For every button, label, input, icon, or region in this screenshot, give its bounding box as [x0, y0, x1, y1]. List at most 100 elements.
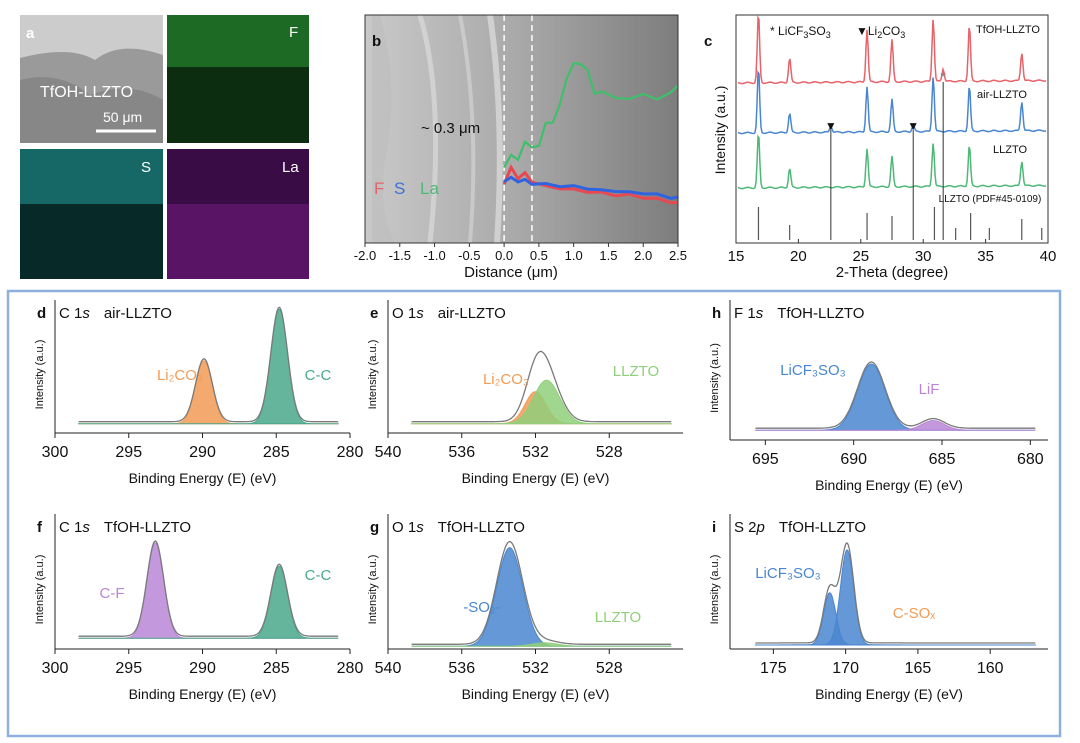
- tick-label: 536: [448, 660, 475, 677]
- tick-label: 532: [522, 660, 549, 677]
- component-label: C-C: [305, 367, 332, 384]
- envelope-line: [411, 540, 672, 645]
- panel-letter: g: [370, 519, 379, 536]
- tick-label: 20: [790, 248, 807, 265]
- panel-a-letter: a: [26, 25, 35, 42]
- tick-label: 540: [375, 444, 402, 461]
- sample-label: TfOH-LLZTO: [40, 84, 133, 101]
- tick-label: 25: [852, 248, 869, 265]
- legend-star-label: LiCF3SO3: [778, 24, 831, 40]
- tick-label: 1.0: [565, 248, 583, 263]
- tick-label: 1.5: [599, 248, 617, 263]
- component-label: LLZTO: [613, 363, 659, 380]
- tick-label: -0.5: [458, 248, 480, 263]
- envelope-line: [755, 361, 1036, 429]
- legend-star: * LiCF3SO3: [770, 24, 831, 40]
- y-axis-label: Intensity (a.u.): [367, 555, 379, 625]
- title-sample: TfOH-LLZTO: [438, 519, 525, 536]
- title-sample: air-LLZTO: [438, 305, 506, 322]
- panel-b-xlabel: Distance (μm): [464, 264, 558, 281]
- tick-label: 160: [977, 660, 1004, 677]
- xrd-pattern-air-llzto: [737, 70, 1047, 135]
- tick-label: 295: [115, 660, 142, 677]
- title-orbital: s: [416, 305, 424, 322]
- fit-component: [754, 549, 1036, 646]
- component-label: C-C: [305, 567, 332, 584]
- tick-label: 300: [42, 660, 69, 677]
- panel-c-letter: c: [704, 33, 712, 50]
- map-s-label: S: [141, 159, 151, 176]
- panel-c-xlabel: 2-Theta (degree): [836, 264, 949, 281]
- title-sample: TfOH-LLZTO: [779, 519, 866, 536]
- panel-letter: e: [370, 305, 378, 322]
- tick-label: 15: [728, 248, 745, 265]
- fit-component: [755, 420, 1036, 431]
- tick-label: 35: [977, 248, 994, 265]
- pattern-label: LLZTO: [993, 144, 1027, 156]
- pattern-label: TfOH-LLZTO: [976, 24, 1040, 36]
- sem-surface: [20, 15, 163, 60]
- panel-title: S 2p TfOH-LLZTO: [734, 519, 866, 536]
- panel-b-letter: b: [372, 33, 381, 50]
- title-orbital: s: [416, 519, 424, 536]
- legend-triangle: ▼Li2CO3: [856, 24, 905, 40]
- tick-label: 2.5: [669, 248, 687, 263]
- envelope-line: [78, 306, 339, 423]
- fit-component: [78, 565, 339, 639]
- pattern-label: air-LLZTO: [977, 89, 1027, 101]
- tick-label: -2.0: [354, 248, 376, 263]
- tick-label: 0.0: [495, 248, 513, 263]
- tick-label: 170: [832, 660, 859, 677]
- tick-label: 165: [905, 660, 932, 677]
- tick-label: 285: [263, 444, 290, 461]
- panel-letter: h: [712, 305, 721, 322]
- panel-letter: f: [37, 519, 43, 536]
- panel-c: c * LiCF3SO3 ▼Li2CO3 Intensity (a.u.) Tf…: [704, 14, 1057, 281]
- panel-b-frame: [364, 14, 679, 244]
- component-label: -SO₂-: [463, 599, 501, 616]
- panel-title: O 1s TfOH-LLZTO: [392, 519, 525, 536]
- scalebar-label: 50 μm: [103, 109, 142, 125]
- triangle-marker: ▼: [825, 119, 837, 133]
- legend-s: S: [394, 179, 405, 198]
- map-la-label: La: [282, 159, 299, 176]
- x-axis-label: Binding Energy (E) (eV): [129, 470, 277, 486]
- series-line-f: [502, 164, 679, 205]
- xps-frame: [6, 289, 1062, 738]
- y-axis-label: Intensity (a.u.): [34, 555, 46, 625]
- xrd-pattern-tfoh-llzto: [737, 15, 1047, 85]
- component-label: C-F: [100, 585, 125, 602]
- x-axis-label: Binding Energy (E) (eV): [462, 686, 610, 702]
- x-axis-label: Binding Energy (E) (eV): [815, 477, 963, 493]
- component-label: LiCF₃SO₃: [755, 565, 821, 582]
- title-orbital: s: [82, 305, 90, 322]
- tick-label: 290: [189, 660, 216, 677]
- tick-label: -1.0: [423, 248, 445, 263]
- component-label: LLZTO: [595, 609, 641, 626]
- panel-c-ylabel: Intensity (a.u.): [712, 86, 728, 175]
- tick-label: 528: [596, 444, 623, 461]
- legend-f: F: [374, 179, 384, 198]
- panel-a: a TfOH-LLZTO 50 μm F S La: [20, 15, 309, 279]
- tick-label: 690: [840, 451, 867, 468]
- tick-label: 695: [752, 451, 779, 468]
- tick-label: 0.5: [530, 248, 548, 263]
- panel-title: F 1s TfOH-LLZTO: [734, 305, 864, 322]
- tick-label: 40: [1040, 248, 1057, 265]
- x-axis-label: Binding Energy (E) (eV): [129, 686, 277, 702]
- x-axis-label: Binding Energy (E) (eV): [815, 686, 963, 702]
- tick-label: 295: [115, 444, 142, 461]
- component-label: Li₂CO₃: [157, 367, 203, 384]
- tick-label: 685: [929, 451, 956, 468]
- y-axis-label: Intensity (a.u.): [34, 340, 46, 410]
- tick-label: 536: [448, 444, 475, 461]
- fit-component: [411, 379, 672, 425]
- tick-label: 2.0: [634, 248, 652, 263]
- sem-cross-section: [365, 15, 678, 243]
- fit-component: [411, 642, 672, 647]
